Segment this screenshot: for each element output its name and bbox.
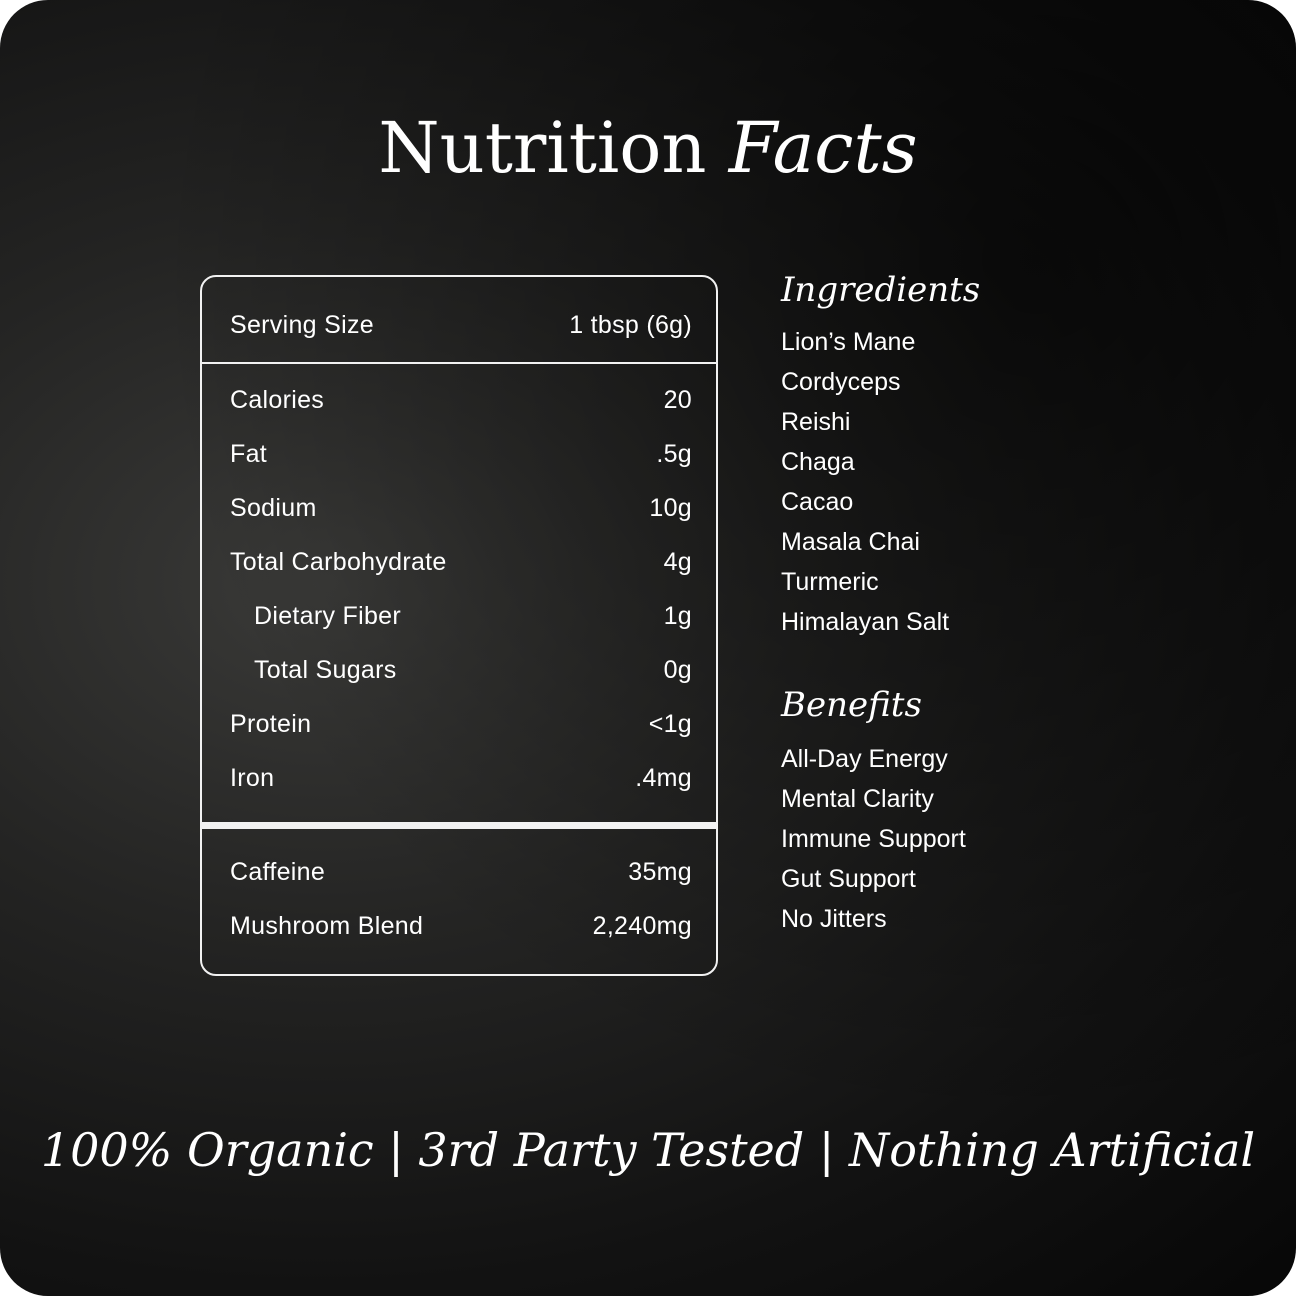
ingredient-item: Cacao — [781, 488, 854, 516]
page-title: Nutrition Facts — [378, 107, 918, 189]
benefits-section: Benefits All-Day Energy Mental Clarity I… — [781, 685, 966, 939]
nutrient-row: Protein <1g — [230, 710, 692, 738]
nutrient-row: Total Carbohydrate 4g — [230, 548, 692, 576]
nutrient-row: Fat .5g — [230, 440, 692, 468]
benefit-item: All-Day Energy — [781, 745, 948, 773]
tagline: 100% Organic | 3rd Party Tested | Nothin… — [40, 1123, 1256, 1177]
thick-divider — [202, 822, 716, 829]
nutrient-row: Total Sugars 0g — [254, 656, 692, 684]
benefit-item: Immune Support — [781, 825, 966, 853]
extra-row: Mushroom Blend 2,240mg — [230, 912, 692, 940]
nutrient-row: Dietary Fiber 1g — [254, 602, 692, 630]
nutrition-facts-panel: Serving Size 1 tbsp (6g) Calories 20 Fat .5… — [200, 275, 718, 976]
serving-size-row: Serving Size 1 tbsp (6g) — [230, 311, 692, 339]
nutrient-row: Calories 20 — [230, 386, 692, 414]
ingredient-item: Masala Chai — [781, 528, 920, 556]
extra-row: Caffeine 35mg — [230, 858, 692, 886]
benefit-item: Mental Clarity — [781, 785, 934, 813]
ingredients-section: Ingredients Lion’s Mane Cordyceps Reishi… — [781, 270, 980, 642]
nutrient-row: Sodium 10g — [230, 494, 692, 522]
benefit-item: Gut Support — [781, 865, 916, 893]
nutrient-row: Iron .4mg — [230, 764, 692, 792]
benefits-heading: Benefits — [781, 685, 922, 725]
ingredient-item: Turmeric — [781, 568, 879, 596]
ingredient-item: Himalayan Salt — [781, 608, 950, 636]
ingredients-heading: Ingredients — [781, 270, 981, 310]
ingredient-item: Cordyceps — [781, 368, 901, 396]
benefit-item: No Jitters — [781, 905, 887, 933]
ingredient-item: Lion’s Mane — [781, 328, 916, 356]
divider — [202, 362, 716, 364]
ingredient-item: Reishi — [781, 408, 851, 436]
ingredient-item: Chaga — [781, 448, 855, 476]
